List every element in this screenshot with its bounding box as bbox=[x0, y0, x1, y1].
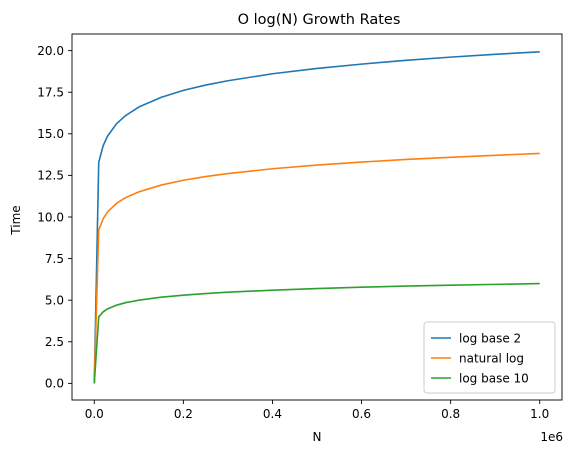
chart-title: O log(N) Growth Rates bbox=[238, 12, 401, 28]
y-tick-label: 0.0 bbox=[45, 377, 64, 391]
series-line-log-base-10 bbox=[93, 282, 540, 384]
x-tick-label: 0.2 bbox=[174, 407, 193, 421]
x-tick-label: 1.0 bbox=[530, 407, 549, 421]
y-tick-label: 2.5 bbox=[45, 335, 64, 349]
series-line-log-base-2 bbox=[93, 51, 540, 384]
x-axis-title: N bbox=[313, 430, 322, 444]
plot-area: 0.0 0.2 0.4 0.6 0.8 1.0 0.0 2.5 5.0 7.5 10.0 12.5 15… bbox=[37, 33, 563, 421]
x-tick-label: 0.8 bbox=[441, 407, 460, 421]
y-tick-label: 7.5 bbox=[45, 252, 64, 266]
y-tick-label: 10.0 bbox=[37, 210, 64, 224]
x-tick-label: 0.0 bbox=[85, 407, 104, 421]
legend-label-natural-log: natural log bbox=[459, 351, 524, 365]
legend-label-log-base-2: log base 2 bbox=[459, 331, 521, 345]
x-tick-label: 0.6 bbox=[352, 407, 371, 421]
x-tick-label: 0.4 bbox=[263, 407, 282, 421]
y-tick-label: 17.5 bbox=[37, 86, 64, 100]
series-line-natural-log bbox=[93, 152, 540, 384]
y-tick-label: 15.0 bbox=[37, 127, 64, 141]
y-tick-label: 5.0 bbox=[45, 293, 64, 307]
legend-box bbox=[423, 321, 556, 394]
y-tick-label: 12.5 bbox=[37, 169, 64, 183]
y-axis-title: Time bbox=[9, 205, 23, 235]
x-offset-label: 1e6 bbox=[540, 430, 563, 444]
legend-label-log-base-10: log base 10 bbox=[459, 371, 529, 385]
y-tick-label: 20.0 bbox=[37, 44, 64, 58]
